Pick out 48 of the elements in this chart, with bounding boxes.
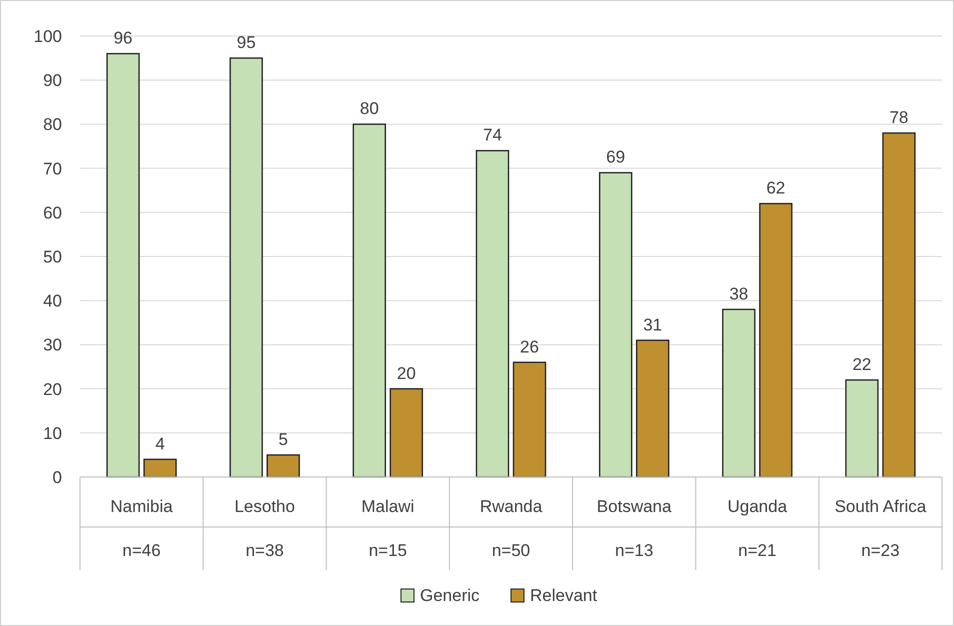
data-label: 38	[729, 284, 748, 304]
data-label: 5	[278, 430, 288, 449]
y-tick-label: 40	[43, 292, 62, 311]
bar	[598, 172, 632, 478]
category-label: Botswana n=13	[596, 497, 672, 560]
y-tick-label: 70	[43, 159, 62, 178]
y-tick-label: 0	[52, 468, 62, 487]
bar	[352, 124, 386, 478]
data-label: 26	[520, 337, 539, 356]
data-label: 4	[155, 434, 165, 454]
bar	[230, 57, 263, 478]
data-label: 22	[852, 354, 872, 374]
data-label: 69	[606, 148, 626, 167]
data-label: 95	[236, 33, 256, 52]
data-label: 62	[766, 178, 786, 198]
bar	[390, 388, 424, 478]
bar	[759, 202, 792, 478]
bar	[882, 132, 916, 478]
bar	[845, 379, 879, 478]
bar	[512, 362, 546, 478]
data-label: 20	[396, 364, 416, 383]
bar	[106, 52, 140, 478]
category-label: Malawi n=15	[361, 497, 414, 560]
y-tick-label: 50	[43, 248, 62, 266]
legend-label: Relevant	[530, 586, 598, 605]
bar	[143, 458, 177, 478]
category-label: Namibia n=46	[110, 497, 173, 560]
bar	[636, 340, 670, 478]
y-tick-label: 30	[43, 336, 62, 355]
y-tick-label: 60	[43, 203, 62, 222]
y-tick-label: 20	[43, 380, 62, 399]
data-label: 78	[889, 108, 908, 128]
category-label: South Africa n=23	[834, 497, 926, 560]
y-tick-label: 80	[43, 115, 62, 134]
category-label: Lesotho n=38	[234, 497, 295, 560]
legend-label: Generic	[420, 586, 480, 605]
y-tick-label: 100	[34, 27, 62, 46]
data-label: 96	[114, 28, 133, 48]
data-label: 31	[643, 315, 662, 334]
data-label: 74	[483, 126, 502, 145]
category-label: Uganda n=21	[728, 497, 788, 560]
y-tick-label: 10	[43, 424, 62, 443]
bar	[722, 308, 756, 478]
bar	[476, 150, 510, 478]
bar	[266, 454, 300, 478]
category-label: Rwanda n=50	[480, 497, 542, 560]
data-label: 80	[360, 99, 379, 118]
y-tick-label: 90	[43, 71, 62, 90]
